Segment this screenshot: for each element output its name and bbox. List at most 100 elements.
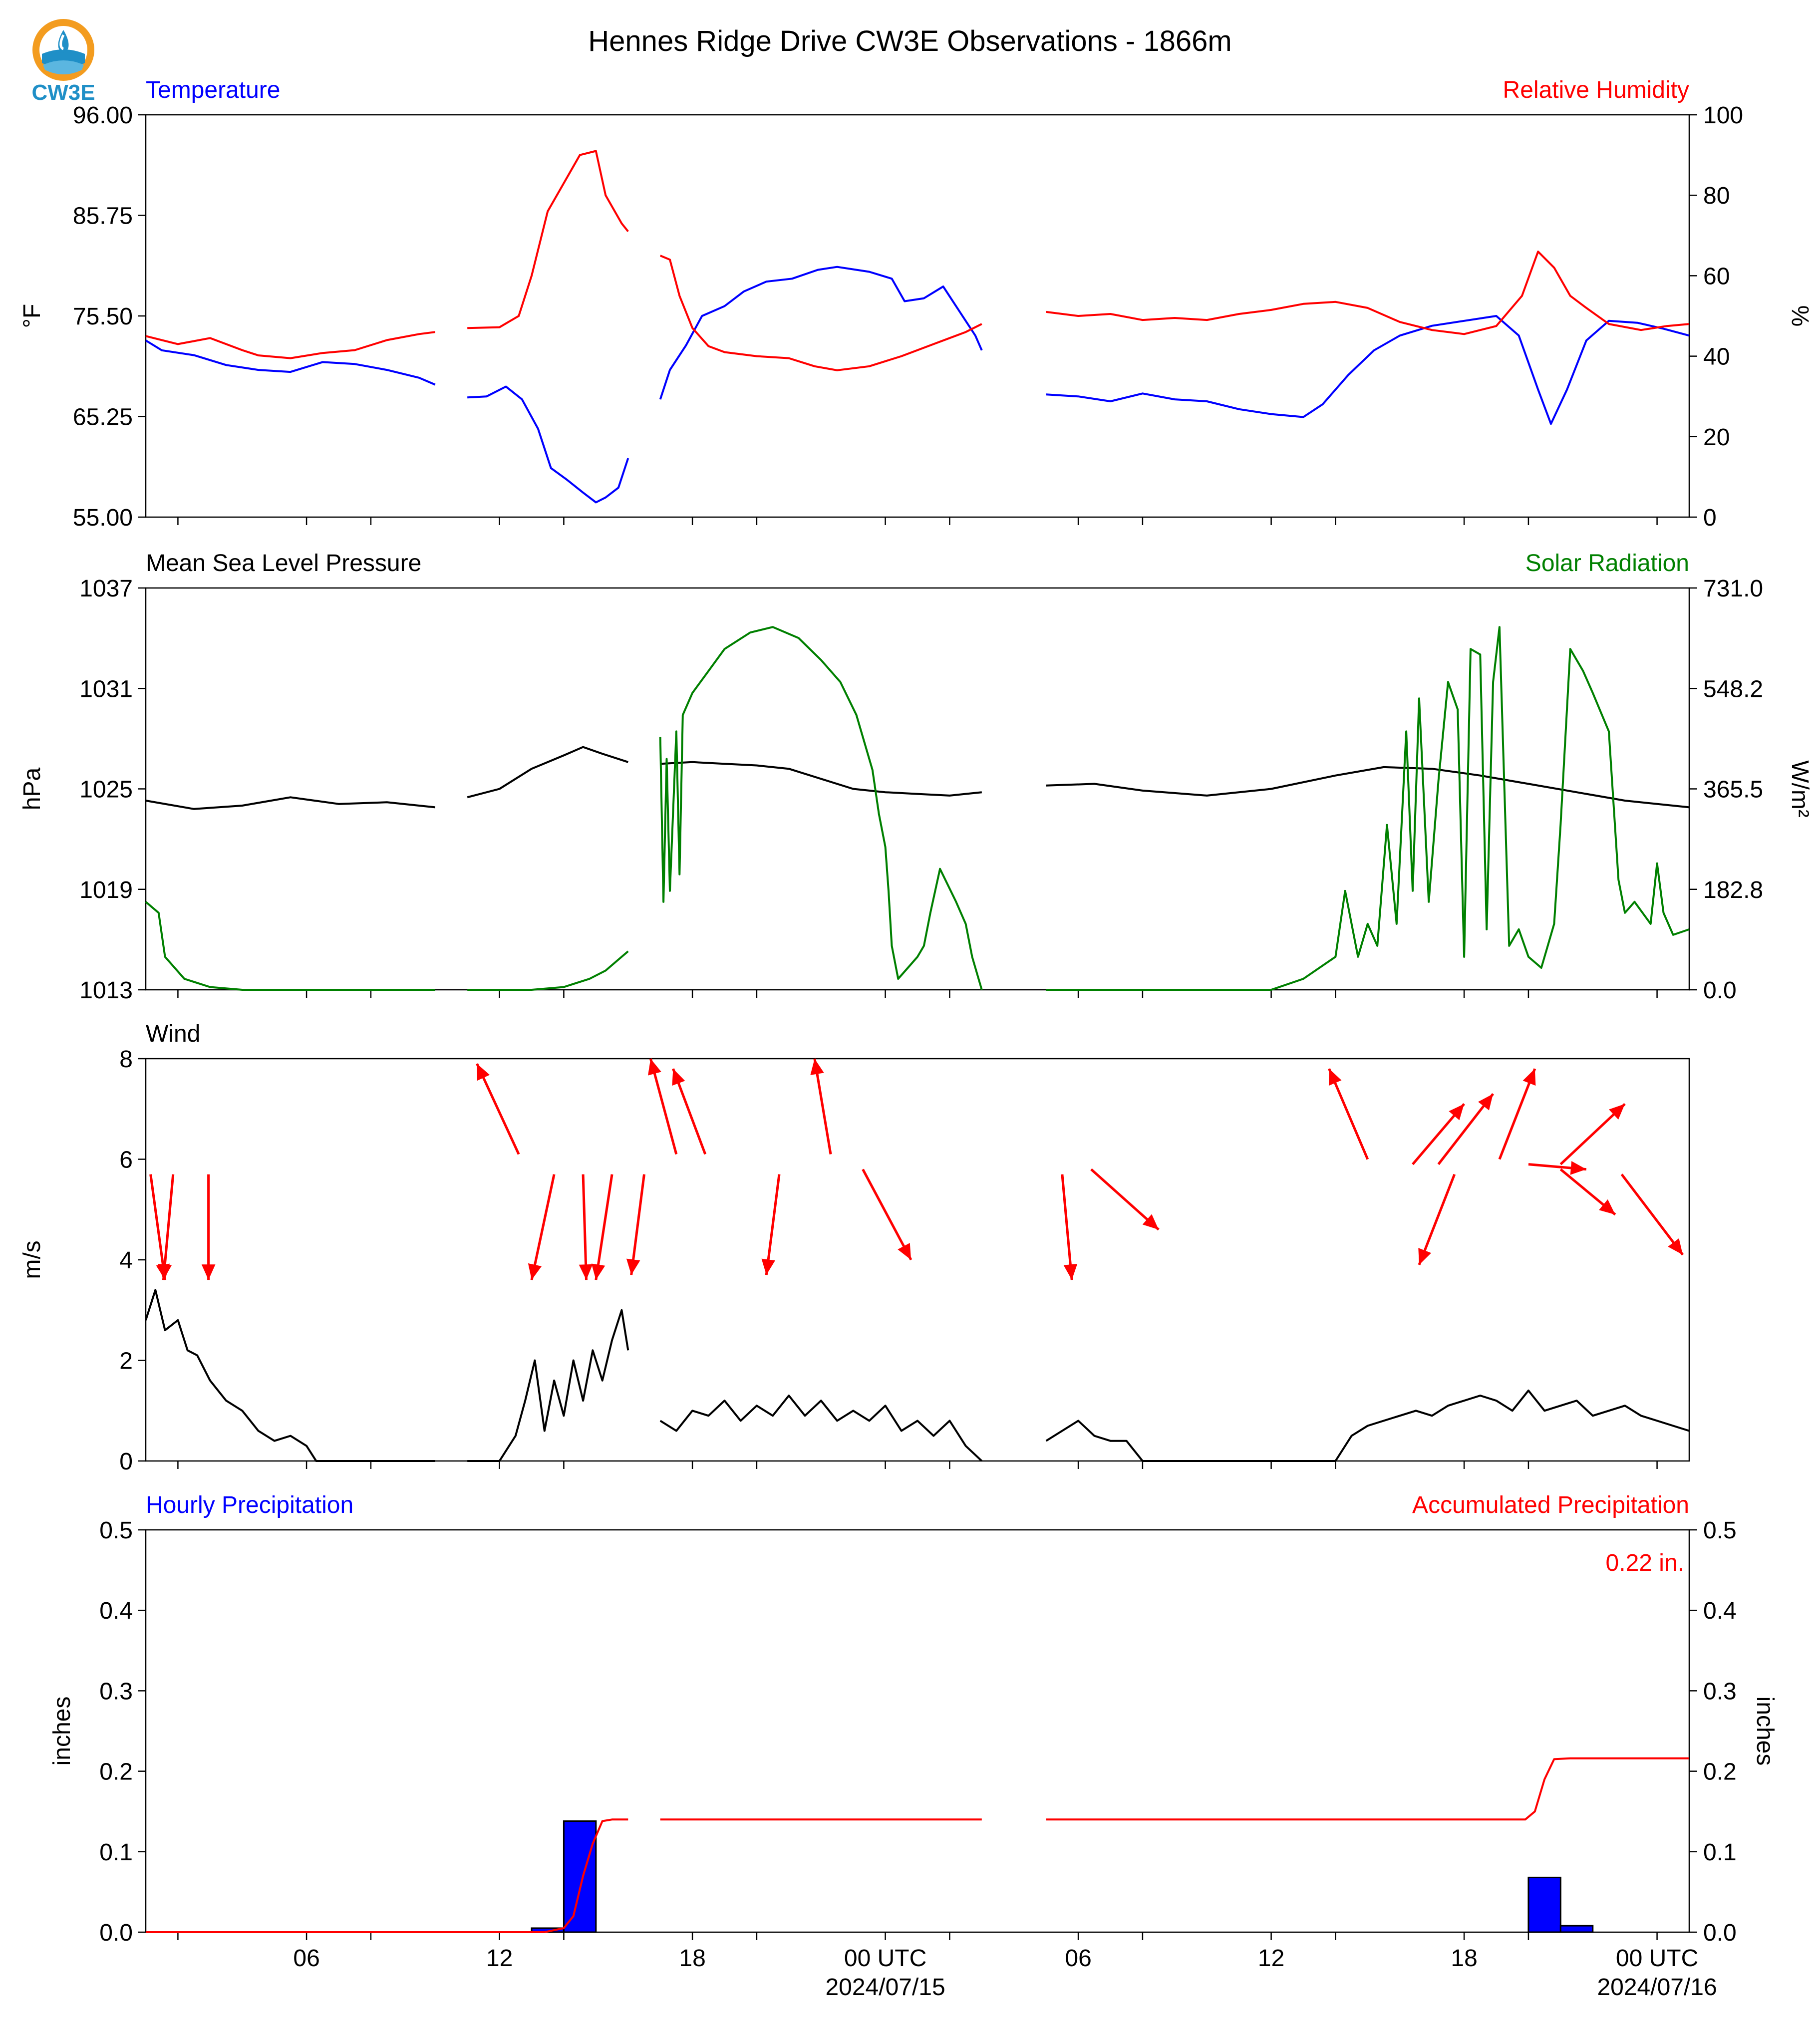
series-line	[467, 746, 628, 799]
wind-arrow-head	[1570, 1161, 1586, 1175]
wind-arrow	[1418, 1173, 1456, 1265]
series-line	[1045, 1389, 1690, 1462]
wind-arrow-head	[810, 1059, 824, 1075]
wind-arrow	[582, 1174, 588, 1280]
wind-arrow-head	[1522, 1069, 1536, 1086]
plot-frame	[145, 1058, 1690, 1462]
panel-right-title: Accumulated Precipitation	[1412, 1492, 1689, 1518]
y-tick-label: 1019	[79, 877, 133, 903]
wind-arrow-head	[528, 1263, 542, 1280]
accumulated-total-label: 0.22 in.	[1606, 1550, 1684, 1576]
wind-arrow	[765, 1174, 781, 1275]
x-tick-label: 12	[486, 1945, 513, 1972]
wind-arrow	[1498, 1068, 1536, 1160]
y-tick-label: 85.75	[73, 203, 133, 230]
y-tick-label: 1013	[79, 977, 133, 1004]
wind-arrow-head	[1668, 1238, 1683, 1255]
wind-arrow-head	[672, 1069, 685, 1086]
series-line	[659, 626, 983, 990]
y-right-axis-label: W/m²	[1787, 760, 1813, 818]
y-tick-label: 1037	[79, 576, 133, 602]
wind-arrow	[649, 1058, 678, 1155]
y-tick-label: 65.25	[73, 404, 133, 431]
y-right-tick-label: 20	[1703, 424, 1730, 451]
precip-bar	[563, 1820, 597, 1933]
wind-arrow	[1061, 1174, 1073, 1280]
wind-arrow-head	[648, 1059, 661, 1076]
wind-arrow	[862, 1168, 912, 1261]
y-tick-label: 0.0	[99, 1920, 133, 1946]
y-axis-label: inches	[49, 1697, 75, 1766]
plot-frame	[145, 1529, 1690, 1933]
x-date-label: 2024/07/15	[825, 1974, 945, 2001]
series-line	[145, 331, 436, 359]
wind-arrow-head	[761, 1258, 775, 1275]
series-line	[467, 150, 629, 329]
wind-arrow	[595, 1174, 613, 1280]
wind-arrow-head	[591, 1263, 606, 1280]
series-line	[467, 950, 629, 991]
series-line	[1046, 1757, 1689, 1821]
wind-arrow	[813, 1058, 832, 1155]
panel-right-title: Relative Humidity	[1503, 77, 1689, 103]
wind-arrow	[476, 1063, 520, 1155]
y-axis-label: °F	[19, 304, 45, 328]
y-tick-label: 0.3	[99, 1678, 133, 1705]
y-right-tick-label: 0.5	[1703, 1517, 1737, 1544]
series-line	[659, 266, 983, 400]
x-tick-label: 18	[1451, 1945, 1477, 1972]
series-line	[1046, 315, 1690, 425]
panel-temperature-humidity: 55.00 65.25 75.50 85.75 96.00 0 20 40 60 80 100 °F%…	[19, 77, 1813, 531]
panel-left-title: Temperature	[146, 77, 280, 103]
y-right-axis-label: %	[1787, 305, 1813, 327]
y-tick-label: 75.50	[73, 303, 133, 330]
y-right-tick-label: 100	[1703, 102, 1743, 129]
panel-left-title: Mean Sea Level Pressure	[146, 550, 421, 577]
x-tick-label: 06	[1065, 1945, 1091, 1972]
x-tick-label: 00 UTC	[844, 1945, 926, 1972]
y-tick-label: 1031	[79, 676, 133, 702]
x-tick-label: 06	[293, 1945, 319, 1972]
panel-wind: 0 2 4 6 8 m/s Wind	[19, 1021, 1690, 1475]
y-tick-label: 0.1	[99, 1839, 133, 1866]
plot-frame	[145, 114, 1690, 518]
y-right-tick-label: 40	[1703, 344, 1730, 370]
series-line	[467, 1309, 629, 1462]
x-date-label: 2024/07/16	[1597, 1974, 1717, 2001]
y-tick-label: 55.00	[73, 505, 133, 531]
y-tick-label: 0.5	[99, 1517, 133, 1544]
panel-left-title: Wind	[146, 1021, 200, 1047]
panel-left-title: Hourly Precipitation	[146, 1492, 353, 1518]
y-right-tick-label: 0.4	[1703, 1598, 1737, 1624]
wind-arrow-head	[1609, 1104, 1625, 1120]
wind-arrow	[530, 1174, 556, 1280]
x-tick-label: 18	[679, 1945, 705, 1972]
wind-arrow	[162, 1174, 175, 1280]
wind-arrow-head	[1478, 1094, 1494, 1111]
y-tick-label: 0.4	[99, 1598, 133, 1624]
wind-arrow-head	[1328, 1069, 1342, 1086]
wind-arrow	[1620, 1173, 1684, 1256]
series-line	[1046, 766, 1690, 809]
chart-title: Hennes Ridge Drive CW3E Observations - 1…	[588, 25, 1231, 57]
y-right-tick-label: 0.3	[1703, 1678, 1737, 1705]
y-right-tick-label: 365.5	[1703, 777, 1763, 803]
y-right-tick-label: 80	[1703, 183, 1730, 209]
y-tick-label: 8	[119, 1046, 133, 1073]
wind-arrow-head	[1142, 1214, 1159, 1230]
y-tick-label: 4	[119, 1247, 133, 1274]
y-right-tick-label: 0	[1703, 505, 1717, 531]
wind-arrow	[1328, 1068, 1369, 1160]
wind-arrow-head	[1418, 1248, 1432, 1265]
y-tick-label: 1025	[79, 777, 133, 803]
y-axis-label: hPa	[19, 767, 45, 810]
series-line	[145, 1289, 435, 1462]
y-tick-label: 0	[119, 1449, 133, 1475]
series-line	[467, 385, 629, 504]
y-tick-label: 6	[119, 1147, 133, 1173]
y-tick-label: 96.00	[73, 102, 133, 129]
series-line	[659, 1395, 983, 1462]
y-right-tick-label: 60	[1703, 263, 1730, 290]
logo-text: CW3E	[31, 80, 95, 105]
